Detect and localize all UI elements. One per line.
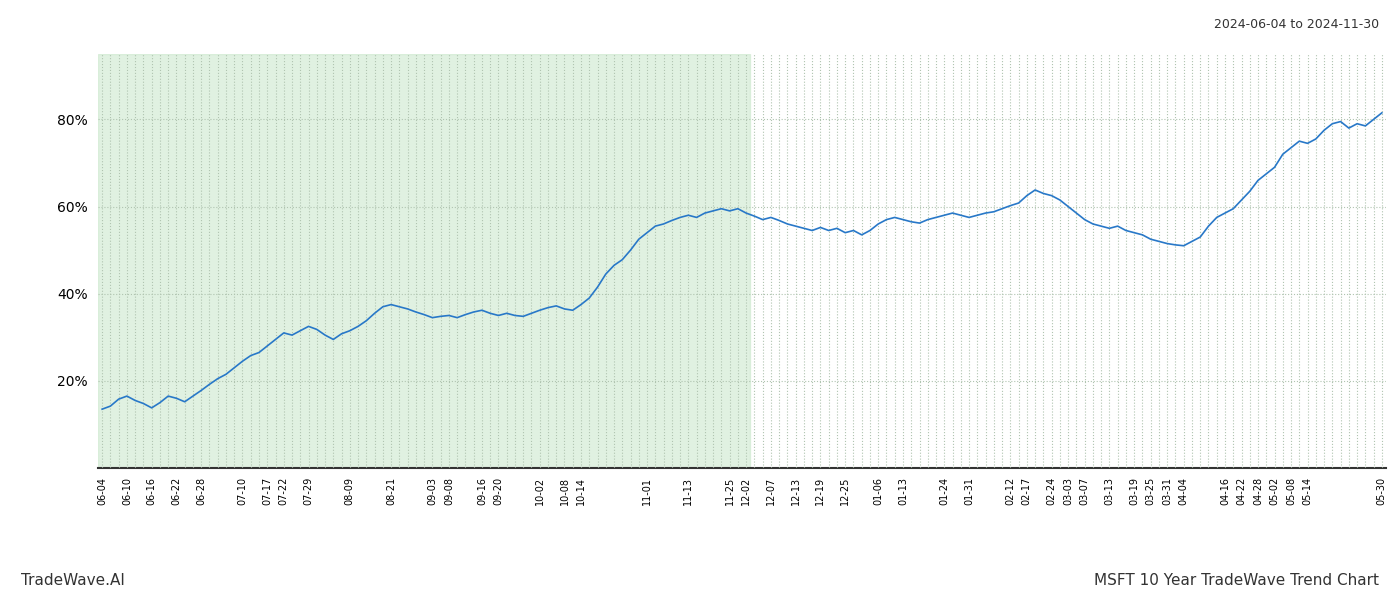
Bar [98,54,750,468]
Text: 2024-06-04 to 2024-11-30: 2024-06-04 to 2024-11-30 [1214,18,1379,31]
Text: MSFT 10 Year TradeWave Trend Chart: MSFT 10 Year TradeWave Trend Chart [1093,573,1379,588]
Text: TradeWave.AI: TradeWave.AI [21,573,125,588]
